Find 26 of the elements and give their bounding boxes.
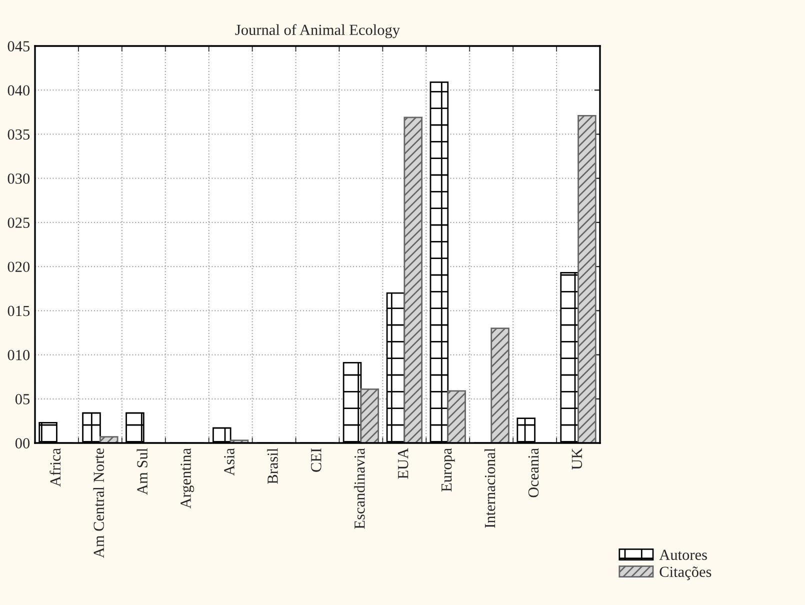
y-tick-label: 030 (8, 173, 30, 184)
x-tick-label: Europa (442, 448, 455, 492)
x-tick-label: Brasil (267, 448, 278, 484)
y-tick-label: 035 (8, 129, 30, 140)
x-tick-label: UK (572, 448, 582, 470)
y-tick-label: 010 (8, 350, 30, 360)
x-tick-label: EUA (398, 448, 408, 479)
x-tick-label: Argentina (180, 448, 194, 509)
x-tick-label: Am Sul (136, 448, 148, 495)
x-tick-label: Africa (50, 448, 61, 487)
y-tick-label: 025 (8, 218, 30, 228)
x-tick-label: Internacional (484, 448, 496, 528)
x-tick-label: Am Central Norte (93, 448, 104, 558)
x-tick-label: Oceania (528, 448, 539, 498)
y-tick-label: 020 (8, 262, 30, 272)
y-tick-label: 05 (15, 394, 30, 404)
legend-label: Autores (659, 550, 707, 560)
y-tick-label: 040 (8, 85, 30, 96)
x-tick-label: Escandinavia (354, 448, 365, 529)
legend-label: Citações (660, 566, 712, 580)
y-tick-label: 015 (8, 306, 30, 316)
x-tick-label: Asia (224, 448, 234, 476)
y-tick-label: 045 (8, 41, 30, 52)
y-tick-label: 00 (15, 438, 30, 448)
chart-title: Journal of Animal Ecology (235, 24, 400, 38)
x-tick-label: CEI (311, 448, 322, 472)
